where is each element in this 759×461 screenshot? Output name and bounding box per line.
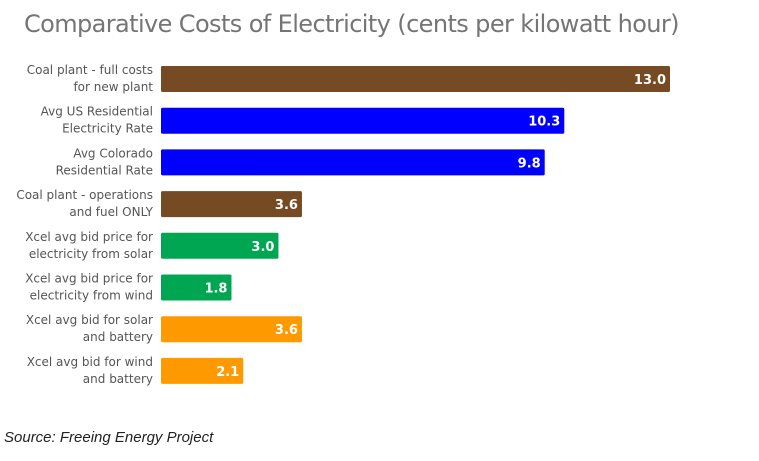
category-label: Avg US Residential: [41, 105, 153, 119]
source-note: Source: Freeing Energy Project: [4, 429, 214, 446]
bar-group: 9.8 Avg Colorado Residential Rate: [56, 146, 545, 177]
bar: [161, 66, 670, 92]
category-label: Xcel avg bid for solar: [26, 313, 153, 327]
bar-group: 1.8 Xcel avg bid price for electricity fro…: [25, 272, 232, 303]
category-label: electricity from wind: [30, 289, 153, 303]
bar: [161, 232, 279, 259]
category-label: electricity from solar: [29, 247, 153, 261]
chart-title: Comparative Costs of Electricity (cents …: [24, 10, 680, 38]
category-label: Electricity Rate: [62, 122, 153, 136]
bar-group: 3.6 Xcel avg bid for solar and battery: [26, 313, 302, 344]
category-label: Coal plant - full costs: [27, 63, 153, 77]
category-label: Xcel avg bid for wind: [27, 355, 153, 369]
category-label: and battery: [83, 330, 153, 344]
bar-group: 13.0 Coal plant - full costs for new plant: [27, 63, 670, 94]
bar: [161, 149, 545, 176]
bar-group: 2.1 Xcel avg bid for wind and battery: [27, 355, 244, 386]
category-label: for new plant: [73, 80, 153, 94]
data-label: 2.1: [216, 365, 239, 380]
category-label: Residential Rate: [56, 163, 153, 177]
bar: [161, 316, 302, 343]
bar: [161, 274, 232, 301]
bar-group: 3.0 Xcel avg bid price for electricity fro…: [25, 230, 279, 261]
bar: [161, 107, 565, 134]
category-label: and fuel ONLY: [69, 205, 153, 219]
bar: [161, 191, 302, 218]
category-label: Xcel avg bid price for: [25, 272, 153, 286]
data-label: 3.6: [275, 323, 298, 338]
bar-group: 10.3 Avg US Residential Electricity Rate: [41, 105, 565, 136]
data-label: 3.6: [275, 198, 298, 213]
category-label: and battery: [83, 372, 153, 386]
category-label: Coal plant - operations: [16, 188, 153, 202]
data-label: 13.0: [634, 73, 666, 88]
data-label: 9.8: [518, 156, 541, 171]
category-label: Xcel avg bid price for: [25, 230, 153, 244]
bar: [161, 357, 244, 384]
category-label: Avg Colorado: [73, 146, 153, 160]
data-label: 10.3: [528, 115, 560, 130]
data-label: 3.0: [251, 240, 274, 255]
data-label: 1.8: [204, 282, 227, 297]
bar-group: 3.6 Coal plant - operations and fuel ONLY: [16, 188, 302, 219]
